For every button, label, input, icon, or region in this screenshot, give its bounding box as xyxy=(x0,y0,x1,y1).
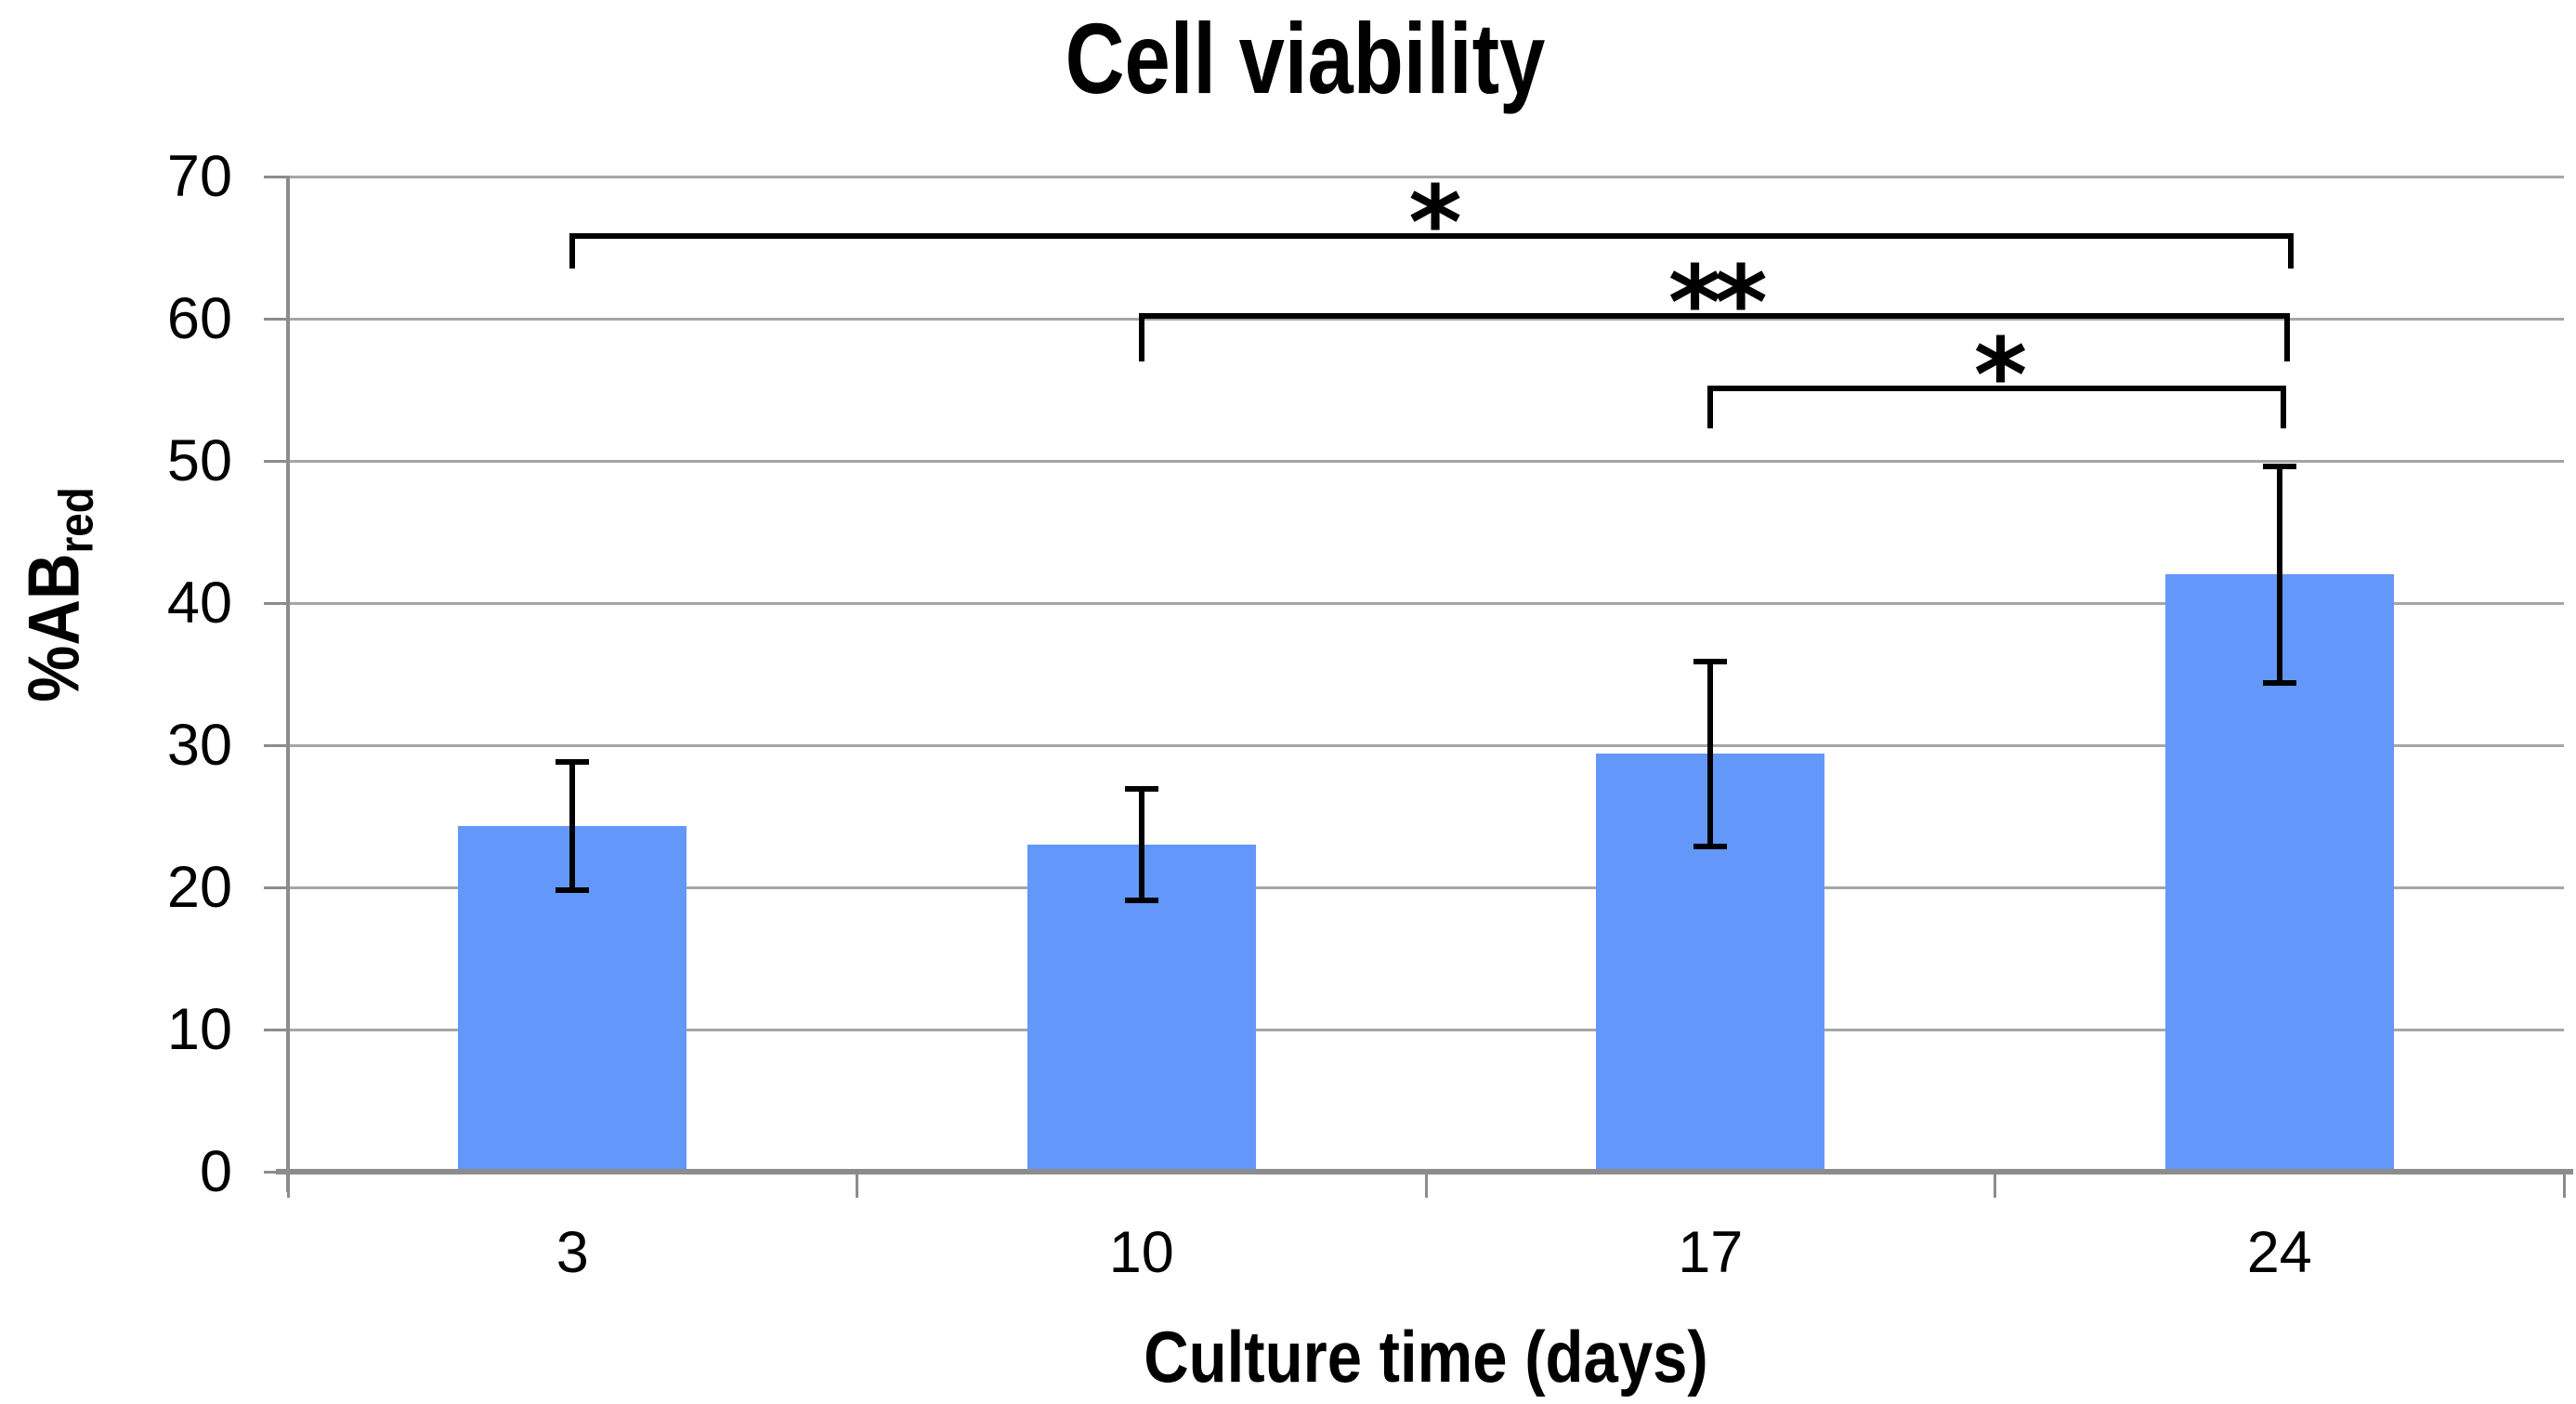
sig-bracket-1-line xyxy=(569,233,2294,240)
gridline-70 xyxy=(288,175,2564,178)
gridline-20 xyxy=(288,886,2564,889)
y-tick-30 xyxy=(264,743,290,747)
error-bar-cap-bottom-24 xyxy=(2262,679,2296,686)
y-tick-70 xyxy=(264,175,290,178)
error-bar-cap-bottom-3 xyxy=(556,887,590,894)
error-bar-line-24 xyxy=(2276,466,2282,683)
x-tick-0 xyxy=(286,1172,290,1198)
error-bar-cap-bottom-10 xyxy=(1124,897,1158,903)
x-tick-3 xyxy=(1994,1172,1996,1198)
error-bar-cap-top-24 xyxy=(2262,464,2296,470)
sig-bracket-3-line xyxy=(1707,385,2286,391)
x-tick-1 xyxy=(856,1172,858,1198)
y-tick-label-60: 60 xyxy=(166,286,232,351)
x-tick-label-3: 3 xyxy=(556,1220,589,1285)
y-tick-10 xyxy=(264,1028,290,1031)
x-axis-title: Culture time (days) xyxy=(1144,1316,1708,1397)
sig-label-1: * xyxy=(1408,164,1461,283)
error-bar-line-10 xyxy=(1138,789,1144,900)
sig-bracket-2-left-drop xyxy=(1138,312,1144,361)
y-axis-title-subscript: red xyxy=(49,487,104,554)
y-tick-label-50: 50 xyxy=(166,428,232,493)
y-tick-label-20: 20 xyxy=(166,855,232,920)
x-tick-4 xyxy=(2562,1172,2566,1198)
sig-bracket-3-left-drop xyxy=(1707,385,1714,428)
chart-title: Cell viability xyxy=(1065,2,1546,114)
y-tick-label-0: 0 xyxy=(199,1139,232,1204)
error-bar-cap-bottom-17 xyxy=(1693,843,1728,849)
sig-bracket-2-line xyxy=(1138,312,2290,319)
sig-label-2: ** xyxy=(1667,243,1768,362)
sig-bracket-2-right-drop xyxy=(2283,312,2290,361)
error-bar-cap-top-3 xyxy=(556,759,590,766)
y-axis-line xyxy=(286,177,290,1192)
y-tick-0 xyxy=(264,1170,290,1174)
error-bar-line-17 xyxy=(1707,661,1714,846)
gridline-10 xyxy=(288,1028,2564,1031)
y-tick-label-70: 70 xyxy=(166,144,232,209)
error-bar-line-3 xyxy=(569,762,576,891)
y-tick-label-30: 30 xyxy=(166,713,232,778)
y-tick-60 xyxy=(264,317,290,321)
sig-bracket-1-right-drop xyxy=(2287,233,2294,269)
sig-label-3: * xyxy=(1973,315,2027,435)
y-tick-label-40: 40 xyxy=(166,571,232,636)
x-tick-label-24: 24 xyxy=(2246,1220,2312,1285)
y-tick-20 xyxy=(264,886,290,889)
gridline-40 xyxy=(288,601,2564,605)
x-tick-2 xyxy=(1424,1172,1428,1198)
gridline-60 xyxy=(288,317,2564,321)
sig-bracket-3-right-drop xyxy=(2280,385,2286,428)
y-tick-40 xyxy=(264,601,290,605)
gridline-50 xyxy=(288,459,2564,463)
error-bar-cap-top-17 xyxy=(1693,658,1728,664)
x-tick-label-17: 17 xyxy=(1678,1220,1744,1285)
x-tick-label-10: 10 xyxy=(1108,1220,1174,1285)
error-bar-cap-top-10 xyxy=(1124,786,1158,793)
y-tick-50 xyxy=(264,459,290,463)
gridline-30 xyxy=(288,743,2564,747)
y-tick-label-10: 10 xyxy=(166,997,232,1062)
sig-bracket-1-left-drop xyxy=(569,233,576,269)
